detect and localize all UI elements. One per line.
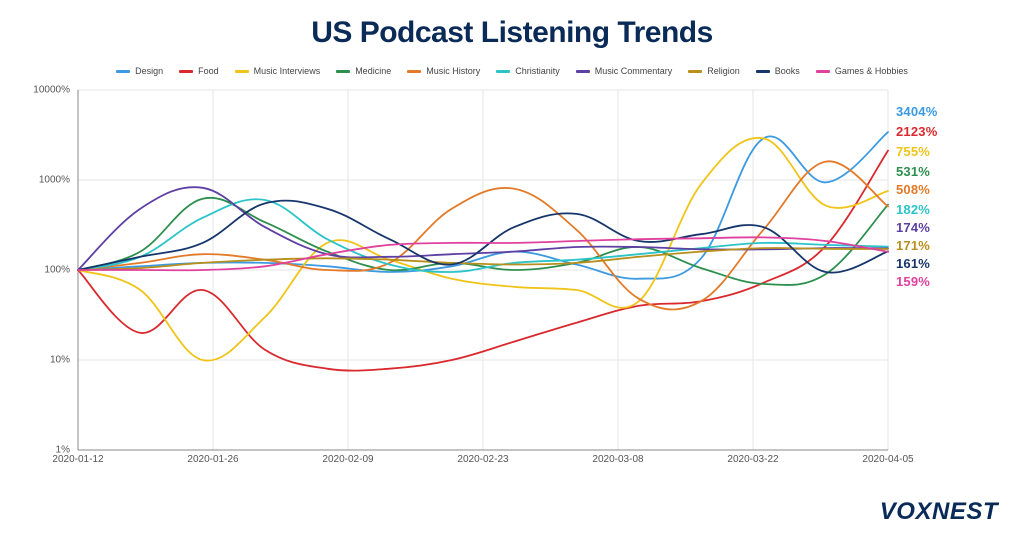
legend-label: Music Interviews <box>254 66 321 76</box>
chart-svg <box>78 90 888 450</box>
end-label: 2123% <box>896 124 937 139</box>
legend-swatch <box>816 70 830 73</box>
legend-item: Religion <box>688 66 740 76</box>
legend-swatch <box>756 70 770 73</box>
legend-item: Music Interviews <box>235 66 321 76</box>
x-tick-label: 2020-03-22 <box>727 454 778 465</box>
legend-label: Music History <box>426 66 480 76</box>
legend-swatch <box>336 70 350 73</box>
y-tick-label: 100% <box>20 265 70 276</box>
y-tick-label: 10% <box>20 355 70 366</box>
x-tick-label: 2020-02-23 <box>457 454 508 465</box>
legend-item: Music Commentary <box>576 66 673 76</box>
legend-swatch <box>688 70 702 73</box>
legend-label: Music Commentary <box>595 66 673 76</box>
legend-label: Food <box>198 66 219 76</box>
x-tick-label: 2020-01-12 <box>52 454 103 465</box>
end-label: 159% <box>896 274 930 289</box>
end-label: 508% <box>896 182 930 197</box>
end-label: 3404% <box>896 104 937 119</box>
end-label: 182% <box>896 202 930 217</box>
end-label: 531% <box>896 164 930 179</box>
x-tick-label: 2020-03-08 <box>592 454 643 465</box>
legend-item: Music History <box>407 66 480 76</box>
legend-item: Food <box>179 66 219 76</box>
legend-label: Medicine <box>355 66 391 76</box>
legend-label: Religion <box>707 66 740 76</box>
legend-swatch <box>116 70 130 73</box>
end-label: 161% <box>896 256 930 271</box>
brand-logo: VOXNEST <box>880 498 998 526</box>
y-tick-label: 1000% <box>20 175 70 186</box>
x-tick-label: 2020-04-05 <box>862 454 913 465</box>
legend-item: Books <box>756 66 800 76</box>
legend-item: Design <box>116 66 163 76</box>
legend-label: Games & Hobbies <box>835 66 908 76</box>
x-tick-label: 2020-01-26 <box>187 454 238 465</box>
end-label: 171% <box>896 238 930 253</box>
legend-swatch <box>407 70 421 73</box>
x-tick-label: 2020-02-09 <box>322 454 373 465</box>
y-tick-label: 10000% <box>20 85 70 96</box>
legend-item: Christianity <box>496 66 560 76</box>
chart-plot-area <box>78 90 888 450</box>
legend-item: Games & Hobbies <box>816 66 908 76</box>
legend: Design Food Music Interviews Medicine Music … <box>0 66 1024 76</box>
legend-item: Medicine <box>336 66 391 76</box>
chart-page: { "title": "US Podcast Listening Trends"… <box>0 0 1024 538</box>
chart-title: US Podcast Listening Trends <box>0 16 1024 50</box>
legend-swatch <box>235 70 249 73</box>
legend-label: Christianity <box>515 66 560 76</box>
end-label: 174% <box>896 220 930 235</box>
legend-swatch <box>496 70 510 73</box>
legend-label: Books <box>775 66 800 76</box>
legend-swatch <box>576 70 590 73</box>
legend-swatch <box>179 70 193 73</box>
end-label: 755% <box>896 144 930 159</box>
legend-label: Design <box>135 66 163 76</box>
